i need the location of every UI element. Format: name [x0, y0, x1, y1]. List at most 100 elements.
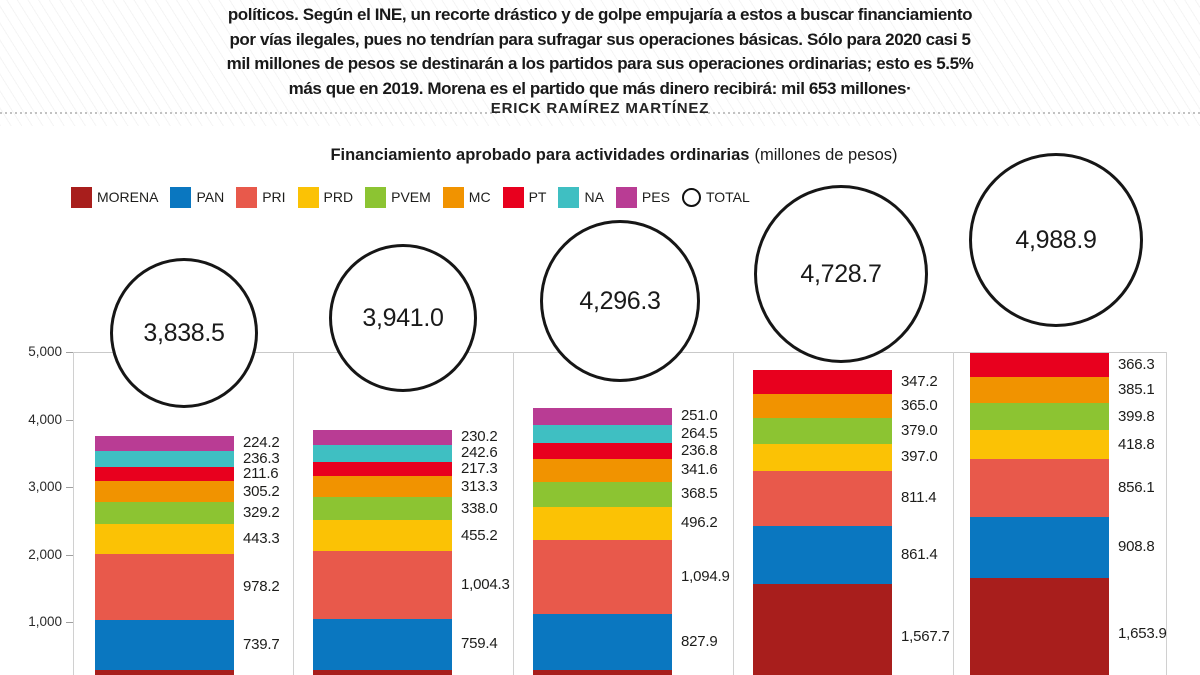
bar2-segment-pvem: [313, 497, 452, 521]
bar3-segment-pt: [533, 442, 672, 459]
bar2-segment-pt: [313, 461, 452, 477]
y-axis-tick: [66, 352, 73, 353]
bar3-segment-pes: [533, 408, 672, 425]
byline-divider-left: [0, 112, 498, 114]
bar4-value-mc: 365.0: [901, 397, 938, 415]
legend-swatch-pri: [236, 186, 258, 208]
bar2-segment-na: [313, 445, 452, 462]
total-circle-1: 3,838.5: [110, 258, 258, 408]
bar2-segment-mc: [313, 476, 452, 498]
y-axis-tick: [66, 622, 73, 623]
bar1-segment-na: [95, 451, 234, 467]
chart-title-unit: (millones de pesos): [754, 146, 898, 164]
legend-label-pri: PRI: [262, 189, 286, 205]
intro-line-4: más que en 2019. Morena es el partido qu…: [288, 78, 912, 98]
bar5-value-morena: 1,653.9: [1118, 624, 1167, 642]
bar5-value-pvem: 399.8: [1118, 407, 1155, 425]
legend-swatch-prd: [297, 186, 319, 208]
bar2-value-pt: 217.3: [461, 459, 498, 477]
bar1-segment-pt: [95, 467, 234, 482]
y-axis-tick-label: 5,000: [28, 344, 62, 359]
legend-item-pvem: PVEM: [365, 186, 431, 208]
legend-item-na: NA: [558, 186, 604, 208]
bar4-segment-pvem: [753, 418, 892, 444]
bar5-segment-pt: [970, 352, 1109, 378]
legend-item-pes: PES: [615, 186, 670, 208]
bar3-segment-pvem: [533, 481, 672, 507]
chart-title: Financiamiento aprobado para actividades…: [0, 146, 1200, 165]
y-axis-tick-label: 1,000: [28, 614, 62, 629]
legend-swatch-pt: [502, 186, 524, 208]
bar4-segment-prd: [753, 443, 892, 471]
legend-swatch-na: [558, 186, 580, 208]
bar2-value-pvem: 338.0: [461, 499, 498, 517]
legend-item-morena: MORENA: [71, 186, 158, 208]
legend-label-pan: PAN: [196, 189, 225, 205]
y-axis-tick-label: 4,000: [28, 411, 62, 427]
legend-swatch-pvem: [365, 186, 387, 208]
bar4-segment-morena: [753, 583, 892, 675]
bar3-segment-morena: [533, 670, 672, 675]
intro-line-2: por vías ilegales, pues no tendrían para…: [229, 29, 971, 49]
bar1-segment-pri: [95, 554, 234, 621]
legend-item-total: TOTAL: [681, 187, 750, 207]
bar2-segment-pan: [313, 618, 452, 670]
legend-label-na: NA: [584, 189, 604, 205]
legend-label-pes: PES: [641, 189, 670, 205]
bar1-segment-pes: [95, 435, 234, 452]
y-axis-tick-label: 3,000: [28, 479, 62, 494]
bar1-value-na: 236.3: [243, 450, 280, 468]
bar1-segment-prd: [95, 524, 234, 555]
bar1-value-pri: 978.2: [243, 578, 280, 596]
bar2-value-pes: 230.2: [461, 428, 498, 446]
bar2-value-prd: 455.2: [461, 526, 498, 544]
legend-swatch-morena: [71, 186, 92, 208]
legend-label-prd: PRD: [323, 189, 354, 205]
bar4-segment-pan: [753, 525, 892, 584]
bar3-value-pes: 251.0: [681, 407, 718, 425]
bar1-segment-pvem: [95, 501, 234, 525]
bar4-segment-mc: [753, 393, 892, 419]
legend-item-pri: PRI: [236, 186, 286, 208]
chart-legend: MORENA PAN PRI PRD PVEM MC PT NA PES TOTAL: [71, 186, 750, 208]
bar1-segment-morena: [95, 670, 234, 675]
bar4-value-pri: 811.4: [901, 489, 937, 507]
legend-item-pan: PAN: [170, 186, 225, 208]
y-axis-tick-label: 2,000: [28, 546, 62, 562]
bar4-value-prd: 397.0: [901, 448, 938, 466]
bar3-value-pan: 827.9: [681, 633, 718, 651]
bar3-value-pt: 236.8: [681, 441, 718, 459]
bar2-segment-morena: [313, 670, 452, 675]
bar3-segment-pri: [533, 540, 672, 615]
legend-label-pvem: PVEM: [391, 189, 431, 205]
legend-label-total: TOTAL: [705, 189, 750, 205]
y-axis-line: [73, 352, 74, 675]
bar4-segment-pri: [753, 470, 892, 526]
bar5-segment-morena: [970, 577, 1109, 675]
bar4-value-morena: 1,567.7: [901, 627, 950, 645]
bar4-value-pt: 347.2: [901, 373, 938, 391]
legend-label-mc: MC: [468, 189, 491, 205]
bar2-segment-prd: [313, 520, 452, 551]
y-axis-tick: [66, 487, 73, 488]
panel-divider: [952, 352, 954, 675]
total-circle-5: 4,988.9: [969, 153, 1143, 327]
total-circle-icon: [681, 187, 701, 207]
bar5-segment-pri: [970, 458, 1109, 517]
bar3-segment-pan: [533, 614, 672, 670]
intro-line-3: mil millones de pesos se destinarán a lo…: [226, 54, 974, 73]
bar3-segment-prd: [533, 506, 672, 541]
bar1-value-mc: 305.2: [243, 482, 280, 500]
y-axis-tick: [66, 419, 73, 421]
legend-swatch-pan: [170, 186, 192, 208]
bar5-segment-pvem: [970, 403, 1109, 431]
bar5-value-pan: 908.8: [1118, 538, 1155, 556]
total-circle-3: 4,296.3: [540, 220, 700, 382]
bar1-segment-mc: [95, 481, 234, 502]
panel-divider: [732, 352, 734, 675]
panel-divider: [512, 352, 514, 675]
total-circle-4: 4,728.7: [754, 185, 928, 363]
bar2-segment-pri: [313, 550, 452, 619]
bar2-value-na: 242.6: [461, 444, 498, 462]
